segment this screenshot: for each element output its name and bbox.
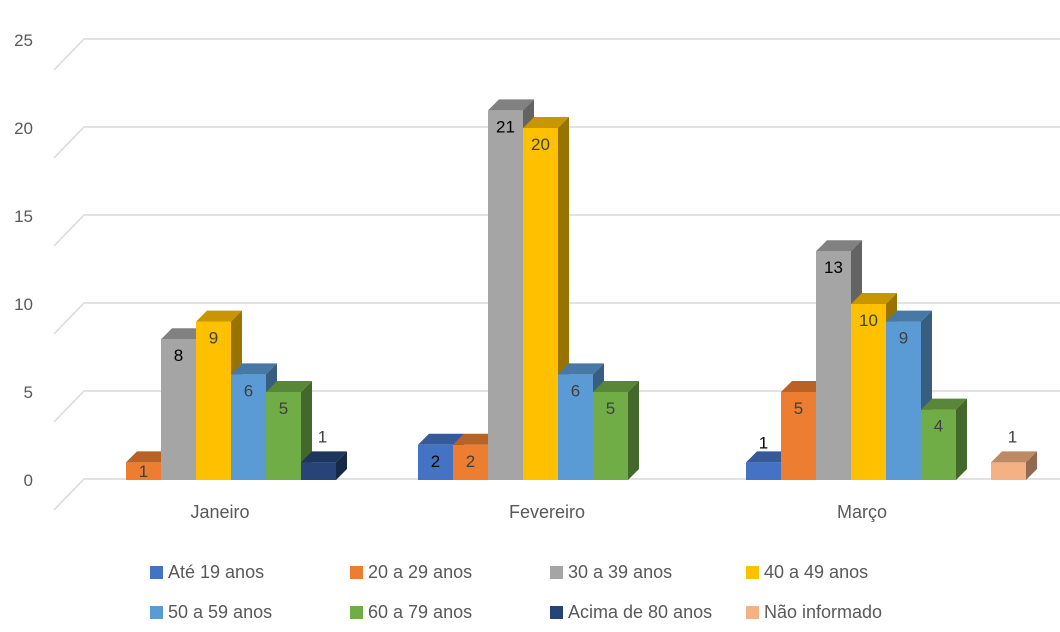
legend-item-nao-informado: Não informado	[746, 602, 946, 623]
gridline	[53, 126, 1060, 159]
data-label: 9	[209, 329, 218, 348]
legend-swatch	[550, 565, 563, 579]
legend-label: 50 a 59 anos	[168, 601, 273, 622]
y-axis-ticks: 0 5 10 15 20 25	[14, 31, 33, 490]
legend-label: 30 a 39 anos	[568, 561, 673, 582]
data-label: 13	[824, 258, 843, 277]
data-label: 2	[431, 452, 440, 471]
legend-label: 40 a 49 anos	[764, 561, 869, 582]
x-category-label: Março	[837, 502, 887, 522]
gridline	[53, 302, 1060, 335]
data-label: 6	[571, 381, 580, 400]
bar	[301, 451, 347, 480]
data-label: 1	[318, 427, 327, 446]
y-tick-label: 25	[14, 31, 33, 50]
legend-swatch	[350, 605, 363, 619]
legend-row: Até 19 anos 20 a 29 anos 30 a 39 anos 40…	[150, 552, 1050, 592]
bar	[991, 451, 1037, 480]
data-label: 2	[466, 452, 475, 471]
legend-item-60-79: 60 a 79 anos	[350, 602, 550, 623]
data-label: 9	[899, 329, 908, 348]
data-label: 1	[1008, 427, 1017, 446]
y-tick-label: 5	[24, 383, 33, 402]
legend-label: 60 a 79 anos	[368, 601, 473, 622]
x-axis-categories: Janeiro Fevereiro Março	[190, 502, 887, 522]
bar	[593, 381, 639, 480]
y-tick-label: 20	[14, 119, 33, 138]
legend-label: Não informado	[764, 601, 883, 622]
gridline	[53, 214, 1060, 247]
data-label: 8	[174, 346, 183, 365]
legend-swatch	[150, 605, 163, 619]
y-tick-label: 0	[24, 471, 33, 490]
data-label: 6	[244, 381, 253, 400]
x-category-label: Janeiro	[190, 502, 249, 522]
legend-item-20-29: 20 a 29 anos	[350, 562, 550, 583]
data-label: 1	[759, 433, 768, 452]
legend-swatch	[550, 605, 563, 619]
x-category-label: Fevereiro	[509, 502, 585, 522]
legend-swatch	[746, 605, 759, 619]
bar	[921, 398, 967, 480]
data-label: 21	[496, 117, 515, 136]
legend-item-ate-19: Até 19 anos	[150, 562, 350, 583]
legend-item-acima-80: Acima de 80 anos	[550, 602, 746, 623]
legend-item-40-49: 40 a 49 anos	[746, 562, 946, 583]
legend-swatch	[350, 565, 363, 579]
legend-row: 50 a 59 anos 60 a 79 anos Acima de 80 an…	[150, 592, 1050, 632]
data-label: 4	[934, 417, 943, 436]
legend-item-30-39: 30 a 39 anos	[550, 562, 746, 583]
data-label: 10	[859, 311, 878, 330]
data-label: 5	[606, 399, 615, 418]
data-label: 5	[794, 399, 803, 418]
legend-item-50-59: 50 a 59 anos	[150, 602, 350, 623]
bars	[126, 99, 1037, 481]
legend-swatch	[150, 565, 163, 579]
legend-swatch	[746, 565, 759, 579]
data-label: 5	[279, 399, 288, 418]
gridline	[53, 38, 1060, 71]
legend-label: Acima de 80 anos	[568, 601, 713, 622]
y-tick-label: 15	[14, 207, 33, 226]
data-label: 1	[139, 462, 148, 481]
y-tick-label: 10	[14, 295, 33, 314]
legend-label: 20 a 29 anos	[368, 561, 473, 582]
legend-label: Até 19 anos	[168, 561, 265, 582]
legend: Até 19 anos 20 a 29 anos 30 a 39 anos 40…	[150, 552, 1050, 632]
data-label: 20	[531, 135, 550, 154]
